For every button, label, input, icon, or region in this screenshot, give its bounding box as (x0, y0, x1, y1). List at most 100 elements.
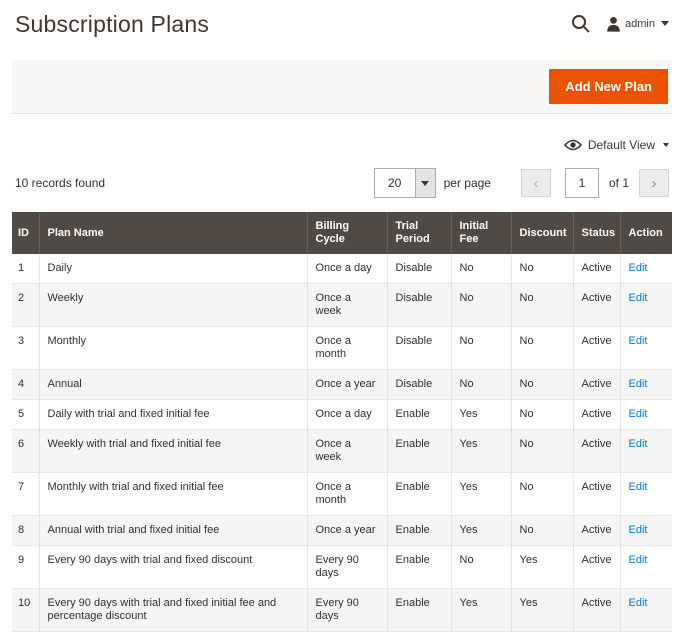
edit-link[interactable]: Edit (628, 524, 648, 536)
cell-discount: No (510, 254, 573, 284)
page-header: Subscription Plans admin (15, 0, 669, 38)
cell-discount: No (510, 472, 573, 516)
cell-id: 2 (12, 283, 39, 327)
cell-action: Edit (619, 515, 672, 546)
cell-initial-fee: No (450, 283, 511, 327)
per-page-value: 20 (387, 176, 402, 190)
table-row: 8 Annual with trial and fixed initial fee… (12, 515, 672, 546)
cell-status: Active (572, 369, 620, 400)
cell-action: Edit (619, 429, 672, 473)
admin-username: admin (625, 17, 655, 30)
table-row: 7 Monthly with trial and fixed initial fe… (12, 472, 672, 516)
current-page-input[interactable] (564, 168, 599, 198)
edit-link[interactable]: Edit (628, 438, 648, 450)
cell-trial-period: Enable (386, 588, 451, 632)
cell-initial-fee: Yes (450, 515, 511, 546)
admin-user-menu[interactable]: admin (606, 16, 669, 32)
edit-link[interactable]: Edit (628, 554, 648, 566)
header-actions: admin (571, 11, 669, 33)
cell-id: 5 (12, 399, 39, 430)
cell-billing-cycle: Once a year (306, 369, 387, 400)
cell-billing-cycle: Once a week (306, 283, 387, 327)
grid-controls-row: 10 records found 20 per page ‹ of 1 › (12, 168, 672, 198)
page-count-label: of 1 (608, 176, 629, 190)
column-header-id: ID (12, 212, 39, 254)
edit-link[interactable]: Edit (628, 481, 648, 493)
table-row: 10 Every 90 days with trial and fixed ini… (12, 588, 672, 632)
cell-billing-cycle: Once a week (306, 429, 387, 473)
next-page-button[interactable]: › (639, 169, 669, 197)
cell-status: Active (572, 429, 620, 473)
cell-trial-period: Disable (386, 326, 451, 370)
view-control-row: Default View (12, 138, 672, 152)
cell-status: Active (572, 515, 620, 546)
column-header-initial-fee: Initial Fee (450, 212, 511, 254)
cell-billing-cycle: Every 90 days (306, 545, 387, 589)
cell-status: Active (572, 399, 620, 430)
plans-table: ID Plan Name Billing Cycle Trial Period Init… (12, 212, 672, 632)
chevron-right-icon: › (651, 174, 657, 192)
cell-trial-period: Enable (386, 472, 451, 516)
cell-initial-fee: No (450, 545, 511, 589)
cell-initial-fee: No (450, 369, 511, 400)
cell-action: Edit (619, 472, 672, 516)
cell-billing-cycle: Once a day (306, 399, 387, 430)
table-row: 6 Weekly with trial and fixed initial fee… (12, 429, 672, 473)
records-found: 10 records found (15, 176, 106, 190)
column-header-discount: Discount (510, 212, 573, 254)
cell-action: Edit (619, 369, 672, 400)
cell-id: 4 (12, 369, 39, 400)
cell-plan-name: Annual (38, 369, 307, 400)
cell-id: 8 (12, 515, 39, 546)
cell-initial-fee: Yes (450, 588, 511, 632)
cell-id: 1 (12, 254, 39, 284)
edit-link[interactable]: Edit (628, 408, 648, 420)
column-header-status: Status (572, 212, 620, 254)
table-row: 1 Daily Once a day Disable No No Active Edit (12, 254, 672, 284)
column-header-plan-name: Plan Name (38, 212, 307, 254)
cell-trial-period: Disable (386, 254, 451, 284)
cell-billing-cycle: Every 90 days (306, 588, 387, 632)
cell-initial-fee: No (450, 326, 511, 370)
cell-initial-fee: Yes (450, 399, 511, 430)
cell-plan-name: Every 90 days with trial and fixed initi… (38, 588, 307, 632)
cell-id: 3 (12, 326, 39, 370)
edit-link[interactable]: Edit (628, 292, 648, 304)
cell-status: Active (572, 326, 620, 370)
cell-discount: No (510, 515, 573, 546)
cell-id: 7 (12, 472, 39, 516)
view-label: Default View (587, 138, 655, 152)
cell-trial-period: Enable (386, 429, 451, 473)
search-icon[interactable] (571, 14, 590, 33)
cell-initial-fee: No (450, 254, 511, 284)
table-row: 9 Every 90 days with trial and fixed disc… (12, 545, 672, 589)
caret-down-icon (663, 143, 669, 147)
cell-status: Active (572, 545, 620, 589)
edit-link[interactable]: Edit (628, 378, 648, 390)
previous-page-button[interactable]: ‹ (520, 169, 551, 197)
pagination: 20 per page ‹ of 1 › (373, 168, 669, 198)
edit-link[interactable]: Edit (628, 262, 648, 274)
cell-action: Edit (619, 588, 672, 632)
cell-initial-fee: Yes (450, 472, 511, 516)
cell-billing-cycle: Once a month (306, 326, 387, 370)
default-view-dropdown[interactable]: Default View (563, 138, 669, 152)
per-page-label: per page (443, 176, 491, 190)
cell-trial-period: Enable (386, 515, 451, 546)
cell-trial-period: Enable (386, 545, 451, 589)
caret-down-icon (414, 169, 435, 197)
cell-billing-cycle: Once a day (306, 254, 387, 284)
eye-icon (563, 139, 582, 151)
cell-status: Active (572, 254, 620, 284)
page-title: Subscription Plans (15, 11, 210, 37)
cell-id: 9 (12, 545, 39, 589)
edit-link[interactable]: Edit (628, 597, 648, 609)
add-new-plan-button[interactable]: Add New Plan (549, 69, 668, 104)
cell-discount: Yes (510, 588, 573, 632)
table-row: 5 Daily with trial and fixed initial fee O… (12, 399, 672, 430)
edit-link[interactable]: Edit (628, 335, 648, 347)
cell-plan-name: Daily (38, 254, 307, 284)
per-page-select[interactable]: 20 (373, 168, 436, 198)
table-row: 4 Annual Once a year Disable No No Active Edit (12, 369, 672, 400)
